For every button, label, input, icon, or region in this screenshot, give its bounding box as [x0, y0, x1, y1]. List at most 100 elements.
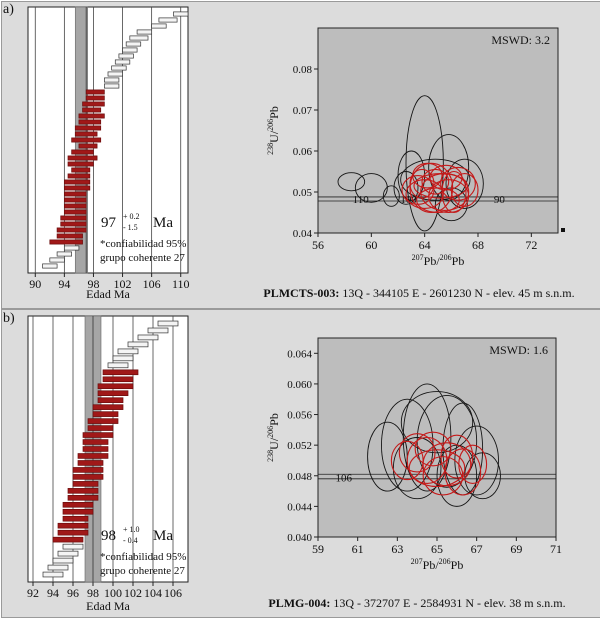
result-value: 97 — [101, 215, 117, 231]
age-bar-3 — [136, 29, 152, 35]
x-tick-label-2: 63 — [391, 542, 403, 556]
age-bar-20 — [74, 131, 98, 137]
result-plus: + 1.0 — [123, 525, 140, 534]
age-bar-20 — [77, 460, 104, 466]
age-bar-27 — [67, 173, 91, 179]
x-tick-label-3: 68 — [472, 238, 484, 252]
tick-label-5: 110 — [172, 277, 190, 291]
y-tick-label-1: 0.044 — [287, 501, 312, 513]
red-error-ellipse-16 — [405, 179, 444, 209]
age-bar-22 — [78, 143, 98, 149]
x-axis-label: 207Pb/206Pb — [411, 557, 464, 572]
error-ellipse-7 — [400, 158, 471, 201]
x-tick-label-2: 64 — [419, 238, 431, 252]
age-bar-27 — [62, 508, 94, 515]
y-tick-label-4: 0.08 — [293, 64, 313, 76]
age-bar-1 — [147, 327, 169, 334]
x-tick-label-0: 56 — [312, 238, 324, 252]
age-bar-21 — [72, 467, 104, 473]
red-error-ellipse-14 — [421, 168, 450, 195]
age-bar-33 — [64, 209, 87, 215]
tick-label-2: 96 — [67, 586, 79, 600]
age-bar-11 — [97, 397, 124, 403]
age-bar-14 — [87, 418, 119, 424]
x-axis-label: 207Pb/206Pb — [412, 253, 465, 268]
y-tick-label-6: 0.064 — [287, 348, 312, 360]
note-confidence: *confiabilidad 95% — [100, 551, 186, 563]
age-bar-28 — [62, 515, 89, 522]
tick-label-0: 92 — [27, 586, 39, 600]
age-bar-30 — [64, 191, 87, 197]
x-tick-label-1: 60 — [365, 238, 377, 252]
age-bar-17 — [78, 113, 105, 119]
mswd-label: MSWD: 3.2 — [491, 33, 550, 47]
age-bar-2 — [151, 23, 167, 29]
mswd-label: MSWD: 1.6 — [489, 343, 548, 357]
red-error-ellipse-12 — [444, 448, 482, 496]
age-bar-0 — [173, 11, 189, 17]
age-bar-42 — [42, 263, 58, 269]
y-tick-label-0: 0.04 — [293, 228, 313, 240]
age-bar-36 — [42, 571, 64, 578]
note-group: grupo coherente 27 — [100, 252, 185, 264]
age-bar-6 — [122, 47, 138, 53]
x-tick-label-1: 61 — [352, 542, 364, 556]
red-error-ellipse-19 — [458, 444, 488, 484]
age-bar-9 — [111, 65, 127, 71]
error-ellipse-8 — [400, 391, 474, 454]
x-axis-label: Edad Ma — [86, 287, 130, 301]
age-bar-12 — [104, 83, 120, 89]
age-bar-13 — [85, 89, 105, 95]
tick-label-3: 102 — [114, 277, 132, 291]
age-bar-24 — [67, 155, 98, 161]
age-bar-5 — [125, 41, 142, 47]
age-bar-0 — [157, 320, 179, 327]
plot-area — [317, 27, 559, 234]
error-ellipse-9 — [393, 171, 419, 205]
age-bar-23 — [72, 481, 99, 487]
y-tick-label-3: 0.07 — [293, 105, 313, 117]
tick-label-1: 94 — [47, 586, 59, 600]
age-bar-13 — [92, 411, 119, 417]
age-bar-31 — [64, 197, 87, 203]
panel-label-b: b) — [3, 311, 15, 326]
age-bar-5 — [112, 355, 134, 362]
y-tick-label-2: 0.048 — [287, 471, 312, 483]
age-bar-16 — [82, 107, 102, 113]
age-bar-11 — [104, 77, 120, 83]
sample-caption: PLMG-004: 13Q - 372707 E - 2584931 N - e… — [268, 596, 565, 610]
age-bar-17 — [82, 439, 109, 445]
red-error-ellipse-14 — [408, 449, 466, 488]
age-bar-18 — [78, 119, 102, 125]
age-bar-8 — [114, 59, 131, 65]
red-error-ellipse-19 — [409, 168, 435, 199]
y-axis-label: 238U/206Pb — [266, 413, 281, 462]
age-bar-15 — [82, 101, 105, 107]
error-ellipse-6 — [392, 437, 442, 500]
age-bar-28 — [64, 179, 91, 185]
age-bar-21 — [71, 137, 102, 143]
tick-label-4: 106 — [143, 277, 161, 291]
tick-label-6: 104 — [144, 586, 162, 600]
age-bar-6 — [107, 362, 129, 369]
tick-label-3: 98 — [87, 586, 99, 600]
tick-label-2: 98 — [87, 277, 99, 291]
age-bar-7 — [102, 369, 139, 376]
result-minus: - 1.5 — [123, 223, 138, 232]
red-error-ellipse-23 — [429, 164, 463, 191]
age-bar-25 — [67, 161, 94, 167]
age-bar-34 — [52, 557, 74, 564]
age-bar-10 — [107, 71, 123, 77]
error-ellipse-3 — [405, 95, 444, 232]
age-bar-36 — [56, 227, 87, 233]
error-ellipse-4 — [428, 134, 470, 201]
red-error-ellipse-17 — [422, 456, 464, 496]
x-tick-label-4: 67 — [471, 542, 483, 556]
tick-label-1: 94 — [58, 277, 70, 291]
age-bar-25 — [67, 495, 99, 501]
corner-marker — [561, 228, 565, 232]
x-tick-label-4: 72 — [525, 238, 537, 252]
note-confidence: *confiabilidad 95% — [100, 238, 186, 250]
